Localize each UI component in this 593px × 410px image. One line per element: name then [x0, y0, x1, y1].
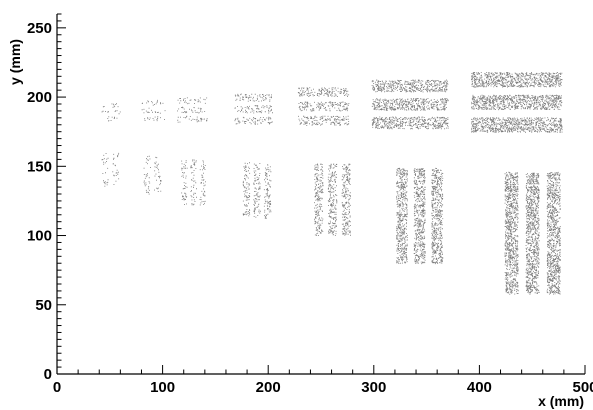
x-tick-label: 500: [572, 379, 593, 396]
cluster-points: [297, 87, 350, 126]
x-tick-label: 300: [361, 379, 386, 396]
cluster-points: [242, 162, 272, 219]
cluster-points: [504, 171, 561, 295]
point-cluster-14: [504, 171, 561, 295]
point-cluster-9: [143, 155, 162, 195]
point-cluster-13: [396, 167, 444, 265]
y-tick-label: 150: [27, 158, 52, 175]
data-points: [101, 72, 563, 295]
point-cluster-12: [314, 163, 351, 236]
point-cluster-5: [297, 87, 350, 126]
x-tick-label: 100: [150, 379, 175, 396]
axis-ticks: 0 100 200 300 400 500 0 50 100 150 200 250: [27, 13, 593, 396]
point-cluster-7: [471, 72, 563, 133]
y-tick-label: 250: [27, 20, 52, 37]
point-cluster-10: [181, 159, 206, 206]
cluster-points: [471, 72, 563, 133]
x-tick-label: 200: [256, 379, 281, 396]
point-cluster-6: [371, 79, 449, 130]
cluster-points: [181, 159, 206, 206]
cluster-points: [101, 152, 120, 187]
y-tick-label: 50: [35, 297, 52, 314]
y-tick-label: 0: [44, 366, 52, 383]
point-cluster-8: [101, 152, 120, 187]
x-axis-label: x (mm): [538, 393, 584, 409]
point-cluster-11: [242, 162, 272, 219]
cluster-points: [314, 163, 351, 236]
y-tick-label: 200: [27, 89, 52, 106]
y-axis-label: y (mm): [7, 39, 23, 85]
cluster-points: [396, 167, 444, 265]
y-tick-label: 100: [27, 228, 52, 245]
cluster-points: [371, 79, 449, 130]
cluster-points: [143, 155, 162, 195]
x-tick-label: 0: [53, 379, 61, 396]
x-tick-label: 400: [467, 379, 492, 396]
